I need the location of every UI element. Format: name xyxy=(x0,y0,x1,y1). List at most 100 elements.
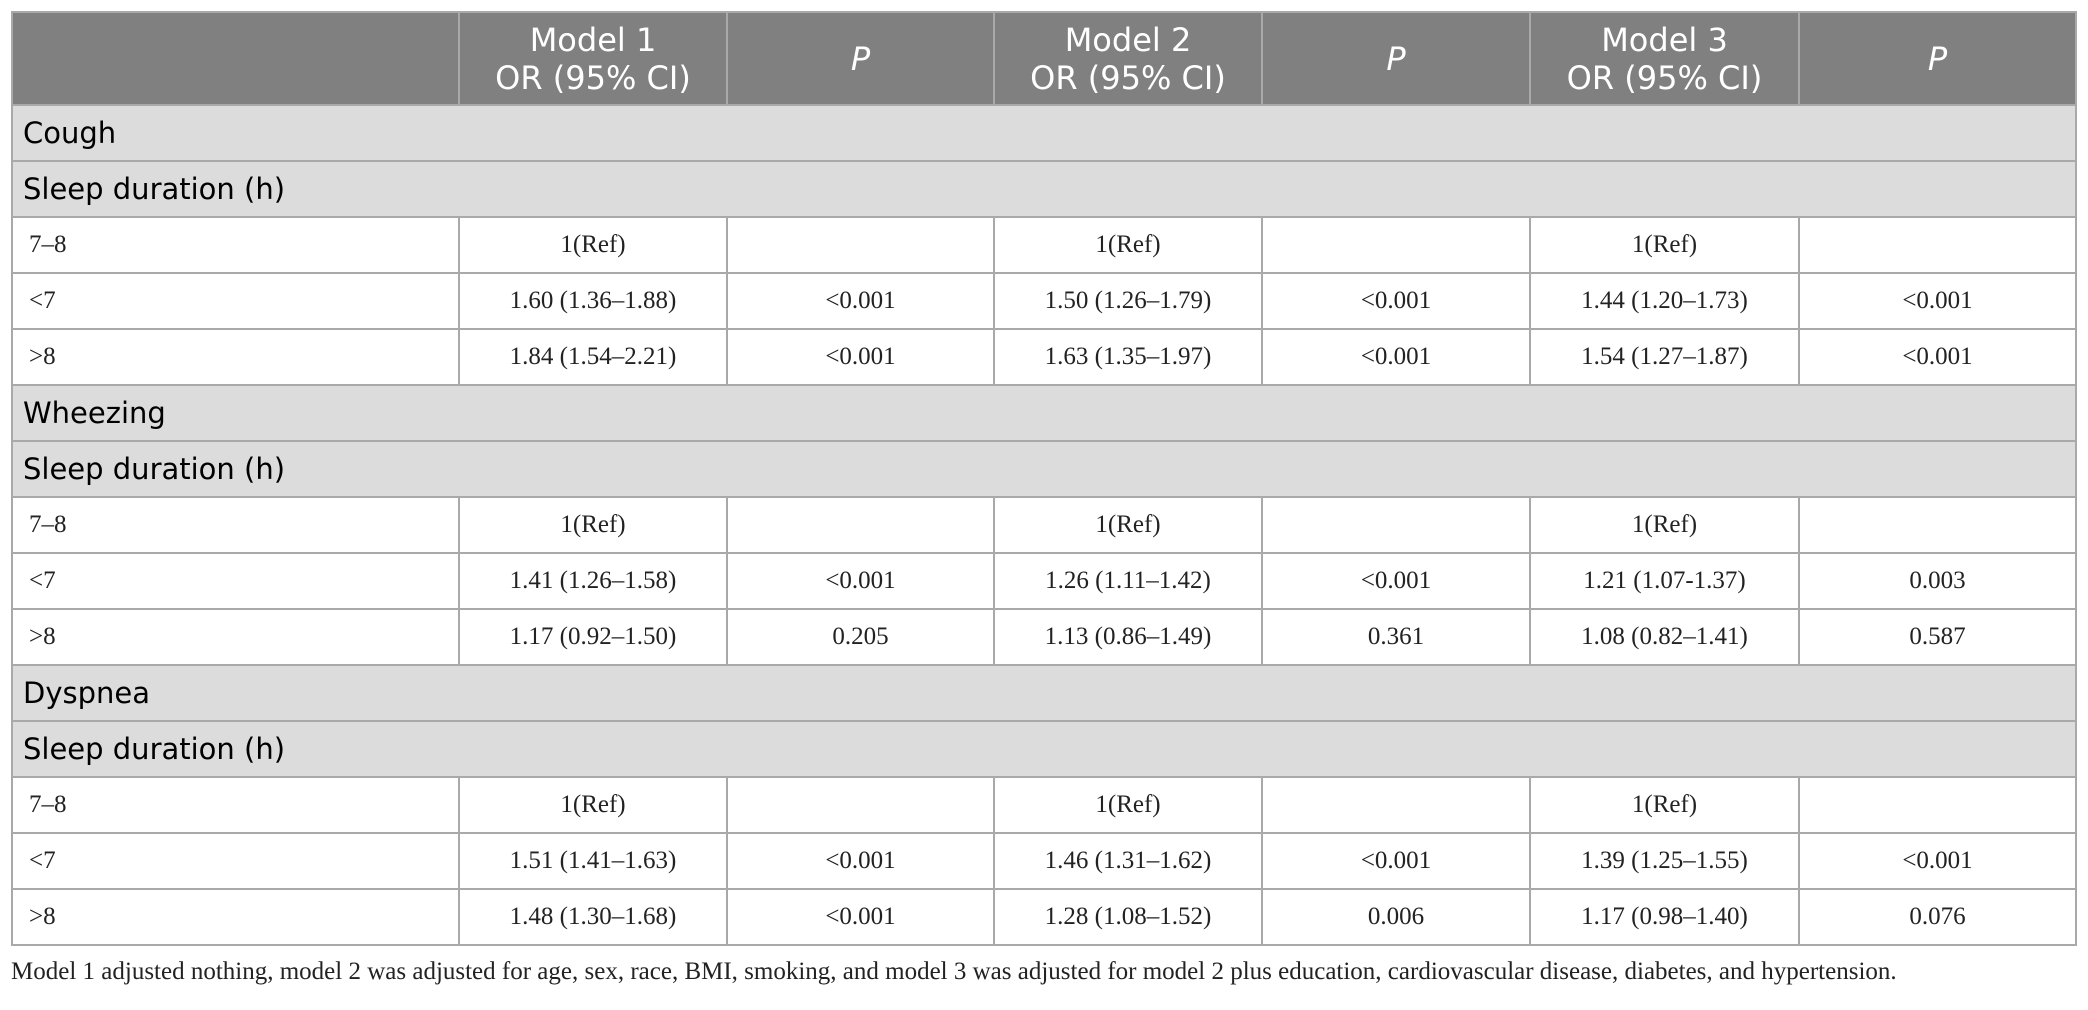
cell: 1.26 (1.11–1.42) xyxy=(993,552,1263,610)
header-name: Model 1 xyxy=(529,20,657,59)
header-sub: OR (95% CI) xyxy=(1030,58,1226,97)
cell xyxy=(726,216,995,274)
cell: 1.08 (0.82–1.41) xyxy=(1529,608,1800,666)
cell: 1.63 (1.35–1.97) xyxy=(993,328,1263,386)
data-row: 7–8 1(Ref) 1(Ref) 1(Ref) xyxy=(11,216,2077,274)
cell xyxy=(726,496,995,554)
cell: 1.17 (0.92–1.50) xyxy=(458,608,728,666)
header-name: Model 2 xyxy=(1064,20,1192,59)
cell xyxy=(1798,496,2077,554)
cell: >8 xyxy=(11,888,460,946)
cell: <0.001 xyxy=(1798,272,2077,330)
cell: <0.001 xyxy=(726,272,995,330)
cell: <0.001 xyxy=(726,552,995,610)
data-row: >8 1.17 (0.92–1.50) 0.205 1.13 (0.86–1.49) 0… xyxy=(11,608,2077,666)
cell: 1(Ref) xyxy=(1529,216,1800,274)
data-row: <7 1.41 (1.26–1.58) <0.001 1.26 (1.11–1.42)… xyxy=(11,552,2077,610)
header-name: P xyxy=(850,39,871,78)
cell: 1.48 (1.30–1.68) xyxy=(458,888,728,946)
cell: 1.13 (0.86–1.49) xyxy=(993,608,1263,666)
cell: 1.21 (1.07-1.37) xyxy=(1529,552,1800,610)
cell: <0.001 xyxy=(726,328,995,386)
cell: 0.003 xyxy=(1798,552,2077,610)
cell: 1.51 (1.41–1.63) xyxy=(458,832,728,890)
cell: <0.001 xyxy=(1261,272,1531,330)
cell: <0.001 xyxy=(1798,832,2077,890)
section-row: Sleep duration (h) xyxy=(11,440,2077,498)
cell: 1.41 (1.26–1.58) xyxy=(458,552,728,610)
section-row: Cough xyxy=(11,104,2077,162)
header-cell: P xyxy=(1798,11,2077,106)
cell: 1(Ref) xyxy=(1529,496,1800,554)
cell: 1.28 (1.08–1.52) xyxy=(993,888,1263,946)
cell: 7–8 xyxy=(11,216,460,274)
section-row: Wheezing xyxy=(11,384,2077,442)
header-name: Model 3 xyxy=(1601,20,1728,59)
cell: 0.587 xyxy=(1798,608,2077,666)
header-cell: Model 3 OR (95% CI) xyxy=(1529,11,1800,106)
cell: <7 xyxy=(11,552,460,610)
section-subtitle: Sleep duration (h) xyxy=(11,160,2077,218)
cell: 1(Ref) xyxy=(458,496,728,554)
section-subtitle: Sleep duration (h) xyxy=(11,440,2077,498)
footnote: Model 1 adjusted nothing, model 2 was ad… xyxy=(11,958,1897,985)
cell: 1(Ref) xyxy=(1529,776,1800,834)
cell: >8 xyxy=(11,328,460,386)
cell: 1.46 (1.31–1.62) xyxy=(993,832,1263,890)
section-title: Wheezing xyxy=(11,384,2077,442)
data-row: >8 1.84 (1.54–2.21) <0.001 1.63 (1.35–1.97)… xyxy=(11,328,2077,386)
header-sub: OR (95% CI) xyxy=(1566,58,1763,97)
header-sub: OR (95% CI) xyxy=(495,58,691,97)
section-subtitle: Sleep duration (h) xyxy=(11,720,2077,778)
cell: <0.001 xyxy=(1261,328,1531,386)
cell: 7–8 xyxy=(11,496,460,554)
cell: 0.361 xyxy=(1261,608,1531,666)
cell: 0.076 xyxy=(1798,888,2077,946)
cell: 1(Ref) xyxy=(993,216,1263,274)
header-cell: P xyxy=(726,11,995,106)
cell xyxy=(1261,216,1531,274)
cell xyxy=(1798,216,2077,274)
cell xyxy=(1798,776,2077,834)
cell: 1.50 (1.26–1.79) xyxy=(993,272,1263,330)
data-row: 7–8 1(Ref) 1(Ref) 1(Ref) xyxy=(11,496,2077,554)
cell: 1.44 (1.20–1.73) xyxy=(1529,272,1800,330)
data-row: <7 1.60 (1.36–1.88) <0.001 1.50 (1.26–1.79)… xyxy=(11,272,2077,330)
cell: <0.001 xyxy=(726,888,995,946)
section-row: Sleep duration (h) xyxy=(11,160,2077,218)
cell: 1.17 (0.98–1.40) xyxy=(1529,888,1800,946)
data-row: 7–8 1(Ref) 1(Ref) 1(Ref) xyxy=(11,776,2077,834)
cell: <7 xyxy=(11,272,460,330)
cell: 1.39 (1.25–1.55) xyxy=(1529,832,1800,890)
cell xyxy=(1261,776,1531,834)
header-name: P xyxy=(1386,39,1406,78)
header-row: Model 1 OR (95% CI) P Model 2 OR (95% CI) P Mo… xyxy=(11,11,2077,106)
header-name: P xyxy=(1927,39,1948,78)
section-title: Dyspnea xyxy=(11,664,2077,722)
cell: 1(Ref) xyxy=(993,776,1263,834)
cell: 1.60 (1.36–1.88) xyxy=(458,272,728,330)
header-cell: Model 2 OR (95% CI) xyxy=(993,11,1263,106)
section-row: Sleep duration (h) xyxy=(11,720,2077,778)
cell xyxy=(1261,496,1531,554)
header-cell xyxy=(11,11,460,106)
cell: 1(Ref) xyxy=(458,216,728,274)
cell: 1(Ref) xyxy=(458,776,728,834)
cell: 1(Ref) xyxy=(993,496,1263,554)
results-table: Model 1 OR (95% CI) P Model 2 OR (95% CI) P Mo… xyxy=(11,11,2077,946)
header-cell: P xyxy=(1261,11,1531,106)
section-row: Dyspnea xyxy=(11,664,2077,722)
cell: <0.001 xyxy=(1261,552,1531,610)
header-cell: Model 1 OR (95% CI) xyxy=(458,11,728,106)
cell: 0.006 xyxy=(1261,888,1531,946)
cell: 1.54 (1.27–1.87) xyxy=(1529,328,1800,386)
data-row: <7 1.51 (1.41–1.63) <0.001 1.46 (1.31–1.62)… xyxy=(11,832,2077,890)
cell: 1.84 (1.54–2.21) xyxy=(458,328,728,386)
data-row: >8 1.48 (1.30–1.68) <0.001 1.28 (1.08–1.52)… xyxy=(11,888,2077,946)
cell: 0.205 xyxy=(726,608,995,666)
section-title: Cough xyxy=(11,104,2077,162)
cell: <0.001 xyxy=(1261,832,1531,890)
cell: <0.001 xyxy=(1798,328,2077,386)
cell xyxy=(726,776,995,834)
